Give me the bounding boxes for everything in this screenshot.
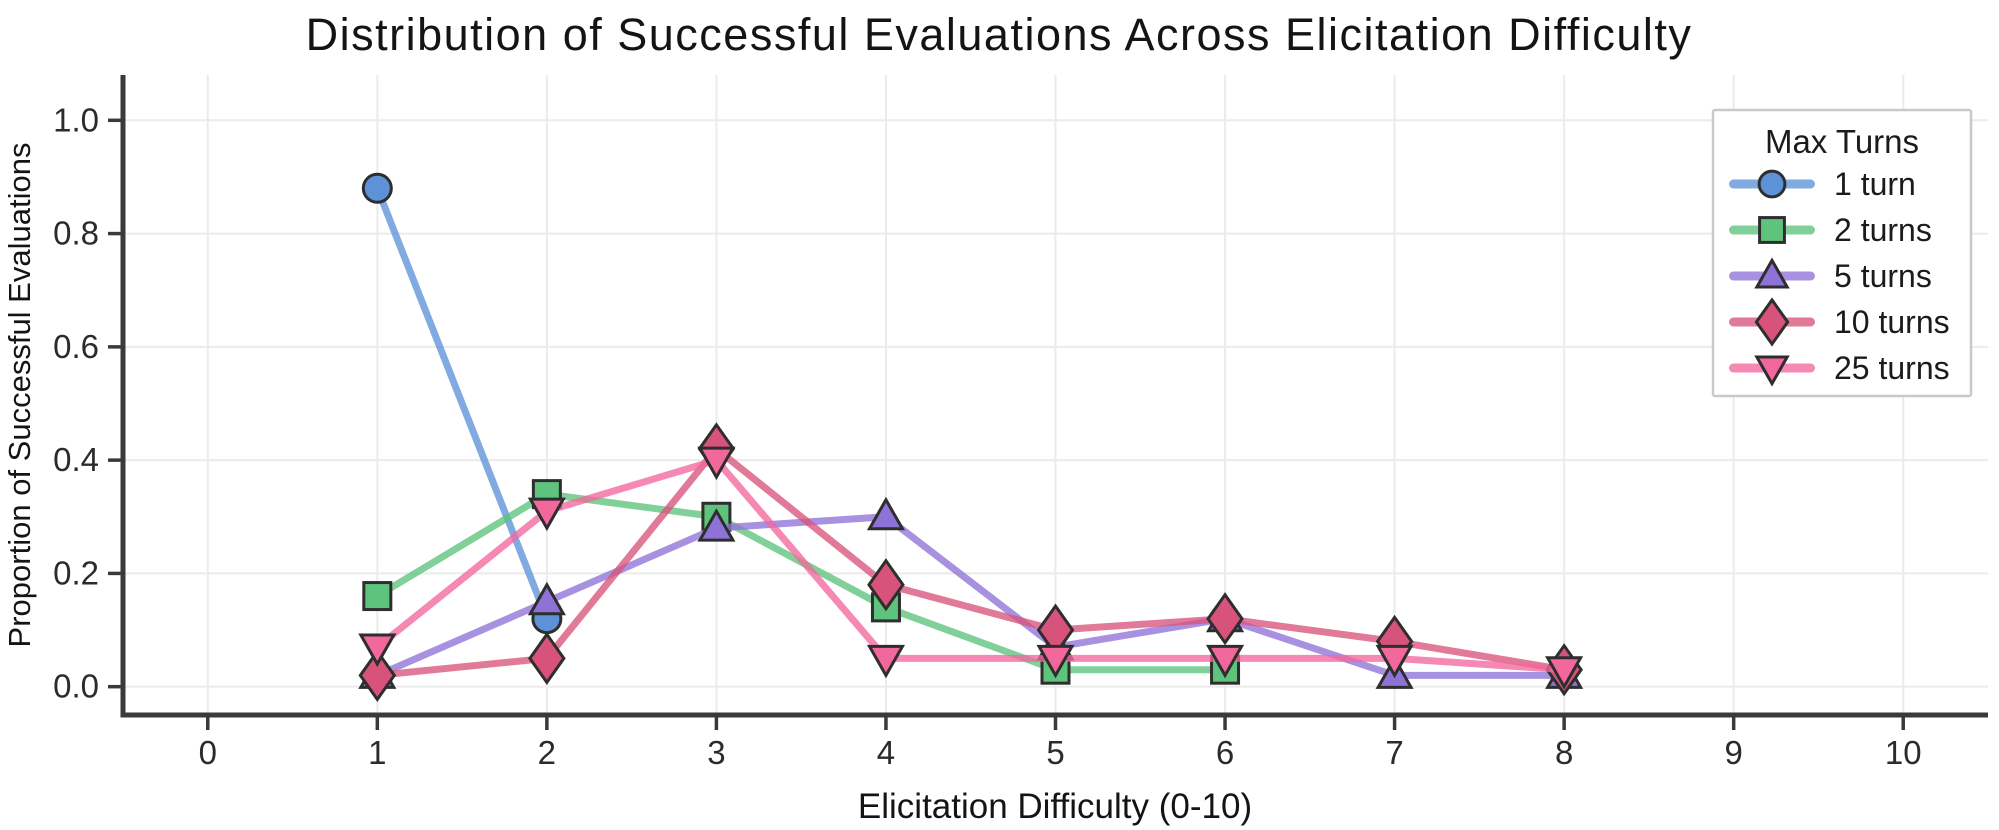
series-line <box>373 445 1568 679</box>
y-tick-label: 0.6 <box>53 328 99 365</box>
legend-entry-label: 5 turns <box>1834 258 1932 294</box>
x-axis-label: Elicitation Difficulty (0-10) <box>858 787 1252 826</box>
marker-triangle-down <box>1036 644 1075 679</box>
marker-circle <box>1757 169 1787 199</box>
marker-diamond <box>1206 592 1244 646</box>
legend-entry-5-turns: 5 turns <box>1729 257 1932 294</box>
x-tick-label: 9 <box>1725 734 1743 771</box>
x-tick-label: 3 <box>707 734 725 771</box>
data-series <box>358 172 1584 702</box>
legend-entry-label: 1 turn <box>1834 166 1916 202</box>
marker-triangle-down <box>1205 644 1245 679</box>
marker-triangle-down <box>358 633 397 668</box>
x-tick-label: 10 <box>1885 734 1922 771</box>
legend-title: Max Turns <box>1765 123 1919 160</box>
x-tick-label: 5 <box>1046 734 1064 771</box>
marker-triangle-down <box>697 446 736 481</box>
legend-entry-10-turns: 10 turns <box>1729 297 1950 347</box>
y-tick-label: 0.2 <box>53 554 99 591</box>
marker-triangle-down <box>527 497 566 532</box>
legend-entry-label: 2 turns <box>1834 212 1932 248</box>
series-line <box>373 184 551 623</box>
marker-circle <box>361 172 393 204</box>
x-tick-label: 8 <box>1555 734 1573 771</box>
x-tick-label: 2 <box>538 734 556 771</box>
series-line <box>373 513 1568 679</box>
y-axis-label: Proportion of Successful Evaluations <box>2 143 37 648</box>
marker-square <box>1758 216 1786 244</box>
marker-diamond <box>528 631 566 685</box>
marker-diamond <box>358 648 397 702</box>
y-tick-label: 0.4 <box>53 441 99 478</box>
legend-entry-25-turns: 25 turns <box>1729 350 1950 387</box>
marker-triangle-up <box>866 496 906 531</box>
marker-triangle-down <box>866 644 906 679</box>
marker-square <box>362 581 393 612</box>
y-tick-label: 0.8 <box>53 215 99 252</box>
y-tick-label: 1.0 <box>53 101 99 138</box>
axes: 0 1 2 3 4 5 6 7 8 9 10 0.0 0.2 0.4 0.6 0.8 1.0 <box>53 75 1988 771</box>
marker-diamond <box>1754 297 1790 347</box>
x-tick-label: 6 <box>1216 734 1234 771</box>
x-tick-label: 1 <box>368 734 386 771</box>
x-tick-label: 7 <box>1385 734 1403 771</box>
legend-entry-label: 10 turns <box>1834 304 1950 340</box>
x-tick-label: 4 <box>877 734 895 771</box>
marker-triangle-down <box>1754 355 1790 387</box>
marker-triangle-down <box>1545 656 1584 690</box>
x-tick-label: 0 <box>199 734 217 771</box>
legend-entry-label: 25 turns <box>1834 350 1950 386</box>
series-2-turns <box>362 479 1241 685</box>
series-10-turns <box>358 422 1583 702</box>
chart-title: Distribution of Successful Evaluations A… <box>306 9 1693 60</box>
legend-entry-2-turns: 2 turns <box>1729 212 1932 248</box>
marker-diamond <box>867 558 905 612</box>
marker-triangle-up <box>527 581 566 616</box>
series-1-turn <box>361 172 563 635</box>
legend-box: Max Turns 1 turn 2 turns 5 turns 10 turns 25 … <box>1711 108 1973 398</box>
series-25-turns <box>358 446 1584 690</box>
marker-triangle-down <box>1375 644 1414 679</box>
marker-triangle-up <box>1754 257 1790 289</box>
legend-entry-1-turn: 1 turn <box>1729 166 1916 202</box>
series-line <box>373 456 1568 674</box>
marker-triangle-up <box>697 508 736 542</box>
y-tick-label: 0.0 <box>53 668 99 705</box>
